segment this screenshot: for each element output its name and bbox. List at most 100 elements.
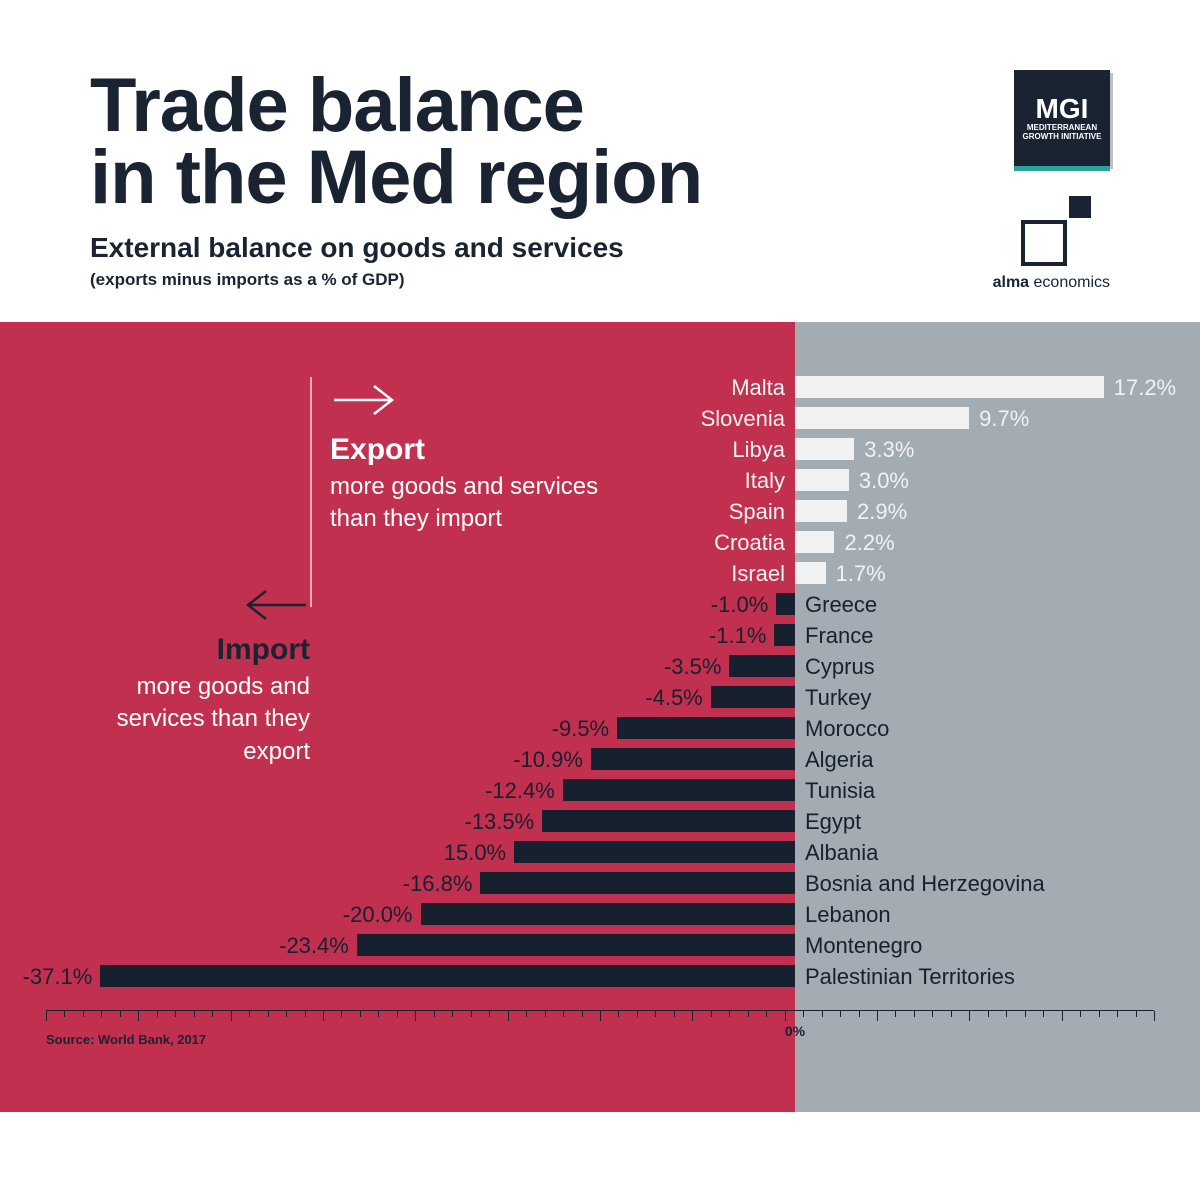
bar-row: Libya 3.3% <box>0 434 1200 465</box>
country-label: Lebanon <box>805 899 891 930</box>
value-label: 15.0% <box>444 837 506 868</box>
value-label: -12.4% <box>485 775 555 806</box>
value-label: -20.0% <box>343 899 413 930</box>
country-label: Italy <box>745 465 785 496</box>
value-label: -10.9% <box>513 744 583 775</box>
bar <box>795 469 849 491</box>
logo-block: MGI MEDITERRANEAN GROWTH INITIATIVE alma… <box>993 70 1110 292</box>
bar <box>795 407 969 429</box>
bar-row: Slovenia 9.7% <box>0 403 1200 434</box>
bar <box>711 686 795 708</box>
value-label: 2.2% <box>844 527 894 558</box>
main-title: Trade balance in the Med region <box>90 70 993 214</box>
country-label: Bosnia and Herzegovina <box>805 868 1045 899</box>
bar-row: Egypt -13.5% <box>0 806 1200 837</box>
value-label: 17.2% <box>1114 372 1176 403</box>
subtitle: External balance on goods and services <box>90 232 993 264</box>
country-label: Turkey <box>805 682 871 713</box>
subnote: (exports minus imports as a % of GDP) <box>90 270 993 290</box>
value-label: 3.3% <box>864 434 914 465</box>
bar-row: Lebanon -20.0% <box>0 899 1200 930</box>
value-label: -16.8% <box>403 868 473 899</box>
country-label: Algeria <box>805 744 873 775</box>
bar <box>729 655 795 677</box>
mgi-logo: MGI MEDITERRANEAN GROWTH INITIATIVE <box>1014 70 1110 166</box>
alma-logo-text: alma economics <box>993 274 1110 292</box>
bar <box>563 779 795 801</box>
value-label: -37.1% <box>23 961 93 992</box>
bar-row: Palestinian Territories -37.1% <box>0 961 1200 992</box>
country-label: Morocco <box>805 713 889 744</box>
alma-square-solid-icon <box>1069 196 1091 218</box>
value-label: -9.5% <box>552 713 609 744</box>
bar <box>100 965 795 987</box>
value-label: 2.9% <box>857 496 907 527</box>
bar <box>617 717 795 739</box>
x-axis: 0% <box>46 1010 1154 1024</box>
country-label: Slovenia <box>701 403 785 434</box>
bar <box>542 810 795 832</box>
bar-row: Greece -1.0% <box>0 589 1200 620</box>
bar <box>776 593 795 615</box>
country-label: Tunisia <box>805 775 875 806</box>
title-line-2: in the Med region <box>90 135 702 220</box>
country-label: France <box>805 620 873 651</box>
mgi-logo-text: MGI <box>1036 95 1089 123</box>
value-label: -13.5% <box>465 806 535 837</box>
bar-row: France -1.1% <box>0 620 1200 651</box>
bar <box>357 934 795 956</box>
country-label: Albania <box>805 837 878 868</box>
value-label: 3.0% <box>859 465 909 496</box>
bar-row: Israel 1.7% <box>0 558 1200 589</box>
header: Trade balance in the Med region External… <box>0 0 1200 322</box>
bar-row: Malta 17.2% <box>0 372 1200 403</box>
bar <box>421 903 796 925</box>
bar <box>795 562 826 584</box>
bar-row: Montenegro -23.4% <box>0 930 1200 961</box>
value-label: -1.1% <box>709 620 766 651</box>
axis-zero-label: 0% <box>785 1023 805 1039</box>
bar-row: Croatia 2.2% <box>0 527 1200 558</box>
country-label: Israel <box>731 558 785 589</box>
bar-row: Albania 15.0% <box>0 837 1200 868</box>
country-label: Libya <box>732 434 785 465</box>
bars-container: Malta 17.2% Slovenia 9.7% Libya 3.3% Italy 3.0%… <box>0 372 1200 992</box>
chart-area: Export more goods and services than they… <box>0 322 1200 1112</box>
bar-row: Bosnia and Herzegovina -16.8% <box>0 868 1200 899</box>
bar <box>774 624 795 646</box>
value-label: -4.5% <box>645 682 702 713</box>
bar <box>795 376 1104 398</box>
country-label: Cyprus <box>805 651 875 682</box>
country-label: Palestinian Territories <box>805 961 1015 992</box>
value-label: -1.0% <box>711 589 768 620</box>
country-label: Croatia <box>714 527 785 558</box>
source-citation: Source: World Bank, 2017 <box>46 1032 206 1047</box>
bar-row: Spain 2.9% <box>0 496 1200 527</box>
mgi-sub2: GROWTH INITIATIVE <box>1023 132 1102 141</box>
bar <box>795 438 854 460</box>
country-label: Spain <box>729 496 785 527</box>
value-label: 9.7% <box>979 403 1029 434</box>
country-label: Egypt <box>805 806 861 837</box>
bar <box>514 841 795 863</box>
bar <box>591 748 795 770</box>
bar-row: Tunisia -12.4% <box>0 775 1200 806</box>
value-label: -23.4% <box>279 930 349 961</box>
bar-row: Cyprus -3.5% <box>0 651 1200 682</box>
bar <box>795 531 834 553</box>
bar-row: Morocco -9.5% <box>0 713 1200 744</box>
title-block: Trade balance in the Med region External… <box>90 70 993 290</box>
value-label: -3.5% <box>664 651 721 682</box>
bar-row: Algeria -10.9% <box>0 744 1200 775</box>
alma-logo: alma economics <box>993 196 1110 292</box>
country-label: Malta <box>731 372 785 403</box>
value-label: 1.7% <box>836 558 886 589</box>
bar-row: Turkey -4.5% <box>0 682 1200 713</box>
country-label: Greece <box>805 589 877 620</box>
mgi-sub1: MEDITERRANEAN <box>1027 123 1097 132</box>
bar <box>480 872 795 894</box>
bar <box>795 500 847 522</box>
country-label: Montenegro <box>805 930 922 961</box>
bar-row: Italy 3.0% <box>0 465 1200 496</box>
alma-square-outline-icon <box>1021 220 1067 266</box>
